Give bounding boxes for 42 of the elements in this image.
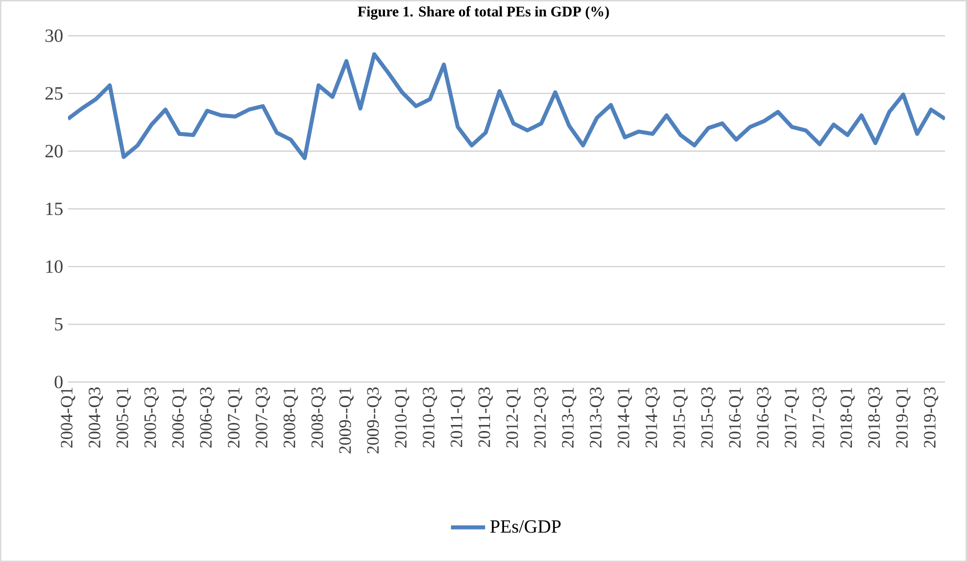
x-tick-label: 2010-Q1 — [394, 388, 410, 448]
x-tick-label: 2016-Q3 — [756, 387, 772, 448]
x-tick-label: 2015-Q3 — [701, 387, 716, 448]
x-tick-label: 2014-Q1 — [618, 388, 632, 448]
x-tick-label: 2017-Q3 — [812, 387, 827, 448]
y-tick-label: 25 — [45, 87, 63, 100]
x-tick-label: 2005-Q3 — [144, 387, 159, 448]
x-tick-label: 2019-Q3 — [924, 387, 938, 448]
x-tick-label: 2012-Q3 — [534, 387, 548, 448]
x-tick-label: 2006-Q3 — [200, 387, 214, 448]
x-tick-label: 2009--Q1 — [339, 388, 354, 454]
x-tick-label: 2004-Q3 — [88, 387, 104, 448]
x-tick-label: 2018-Q3 — [868, 387, 883, 448]
x-tick-label: 2017-Q1 — [784, 388, 800, 448]
x-tick-label: 2019-Q1 — [896, 388, 910, 448]
y-tick-label: 5 — [55, 318, 63, 330]
x-tick-label: 2005-Q1 — [116, 388, 131, 448]
x-tick-label: 2014-Q3 — [646, 387, 660, 448]
x-tick-label: 2008-Q3 — [311, 387, 326, 448]
x-tick-label: 2015-Q1 — [673, 388, 688, 448]
x-tick-label: 2013-Q1 — [562, 388, 576, 448]
x-tick-label: 2008-Q1 — [284, 388, 298, 448]
y-tick-label: 0 — [54, 376, 63, 388]
line-series — [68, 52, 945, 160]
y-tick-label: 10 — [46, 260, 63, 273]
y-tick-label: 20 — [45, 144, 63, 158]
chart-title: Figure 1. Share of total PEs in GDP (%) — [358, 6, 609, 20]
y-tick-label: 30 — [46, 29, 63, 42]
x-tick-label: 2011-Q3 — [478, 387, 493, 447]
x-tick-label: 2011-Q1 — [450, 388, 465, 447]
x-tick-label: 2004-Q1 — [60, 388, 76, 448]
x-tick-label: 2013-Q3 — [590, 387, 604, 448]
y-tick-label: 15 — [46, 202, 63, 216]
x-tick-label: 2007-Q3 — [256, 387, 270, 448]
x-tick-label: 2018-Q1 — [840, 388, 855, 448]
x-tick-label: 2006-Q1 — [172, 388, 187, 448]
legend-label: PEs/GDP — [490, 520, 561, 533]
x-tick-label: 2012-Q1 — [506, 388, 521, 448]
x-tick-label: 2010-Q3 — [422, 387, 438, 448]
x-tick-label: 2016-Q1 — [729, 388, 744, 448]
x-tick-label: 2007-Q1 — [228, 388, 242, 448]
x-tick-label: 2009--Q3 — [367, 387, 382, 454]
